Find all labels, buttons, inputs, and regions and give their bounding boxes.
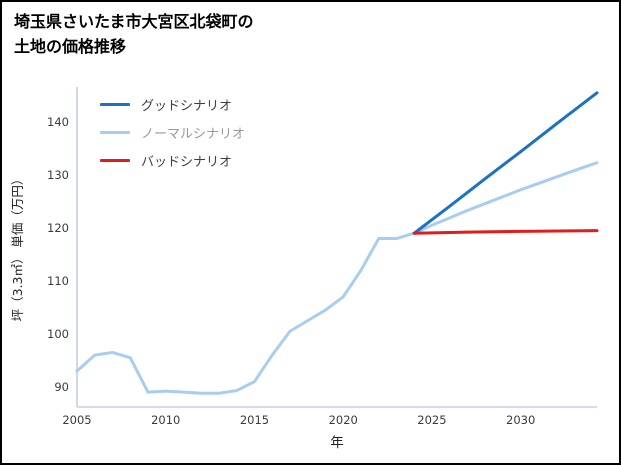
y-tick-label: 120 (47, 221, 69, 235)
legend-label-normal-scenario: ノーマルシナリオ (141, 126, 246, 142)
legend-label-good-scenario: グッドシナリオ (141, 98, 233, 114)
legend-item-good-scenario: グッドシナリオ (100, 90, 245, 118)
y-tick-label: 140 (47, 115, 69, 129)
legend-swatch-good-scenario (100, 102, 130, 106)
x-tick-label: 2015 (240, 413, 269, 427)
line-normal-scenario (75, 161, 599, 395)
y-tick-label: 110 (47, 274, 69, 288)
x-tick-label: 2025 (417, 413, 446, 427)
legend-item-bad-scenario: バッドシナリオ (100, 146, 245, 174)
line-bad-scenario (412, 229, 599, 235)
line-good-scenario (412, 91, 599, 235)
y-tick-label: 100 (47, 327, 69, 341)
legend-swatch-bad-scenario (100, 158, 130, 162)
chart-title-line2: 土地の価格推移 (14, 36, 127, 56)
x-tick-label: 2010 (151, 413, 180, 427)
y-tick-label: 90 (54, 380, 69, 394)
chart-title-line1: 埼玉県さいたま市大宮区北袋町の (14, 12, 254, 31)
legend: グッドシナリオ ノーマルシナリオ バッドシナリオ (100, 90, 245, 174)
x-axis-label: 年 (330, 435, 344, 451)
y-axis-label: 坪（3.3㎡） 単価（万円） (10, 173, 25, 322)
y-tick-label: 130 (47, 168, 69, 182)
legend-item-normal-scenario: ノーマルシナリオ (100, 118, 245, 146)
chart-title: 埼玉県さいたま市大宮区北袋町の 土地の価格推移 (14, 10, 254, 60)
legend-swatch-normal-scenario (100, 130, 130, 134)
legend-label-bad-scenario: バッドシナリオ (141, 154, 233, 170)
x-tick-label: 2005 (62, 413, 91, 427)
x-tick-label: 2020 (329, 413, 358, 427)
x-tick-label: 2030 (506, 413, 535, 427)
